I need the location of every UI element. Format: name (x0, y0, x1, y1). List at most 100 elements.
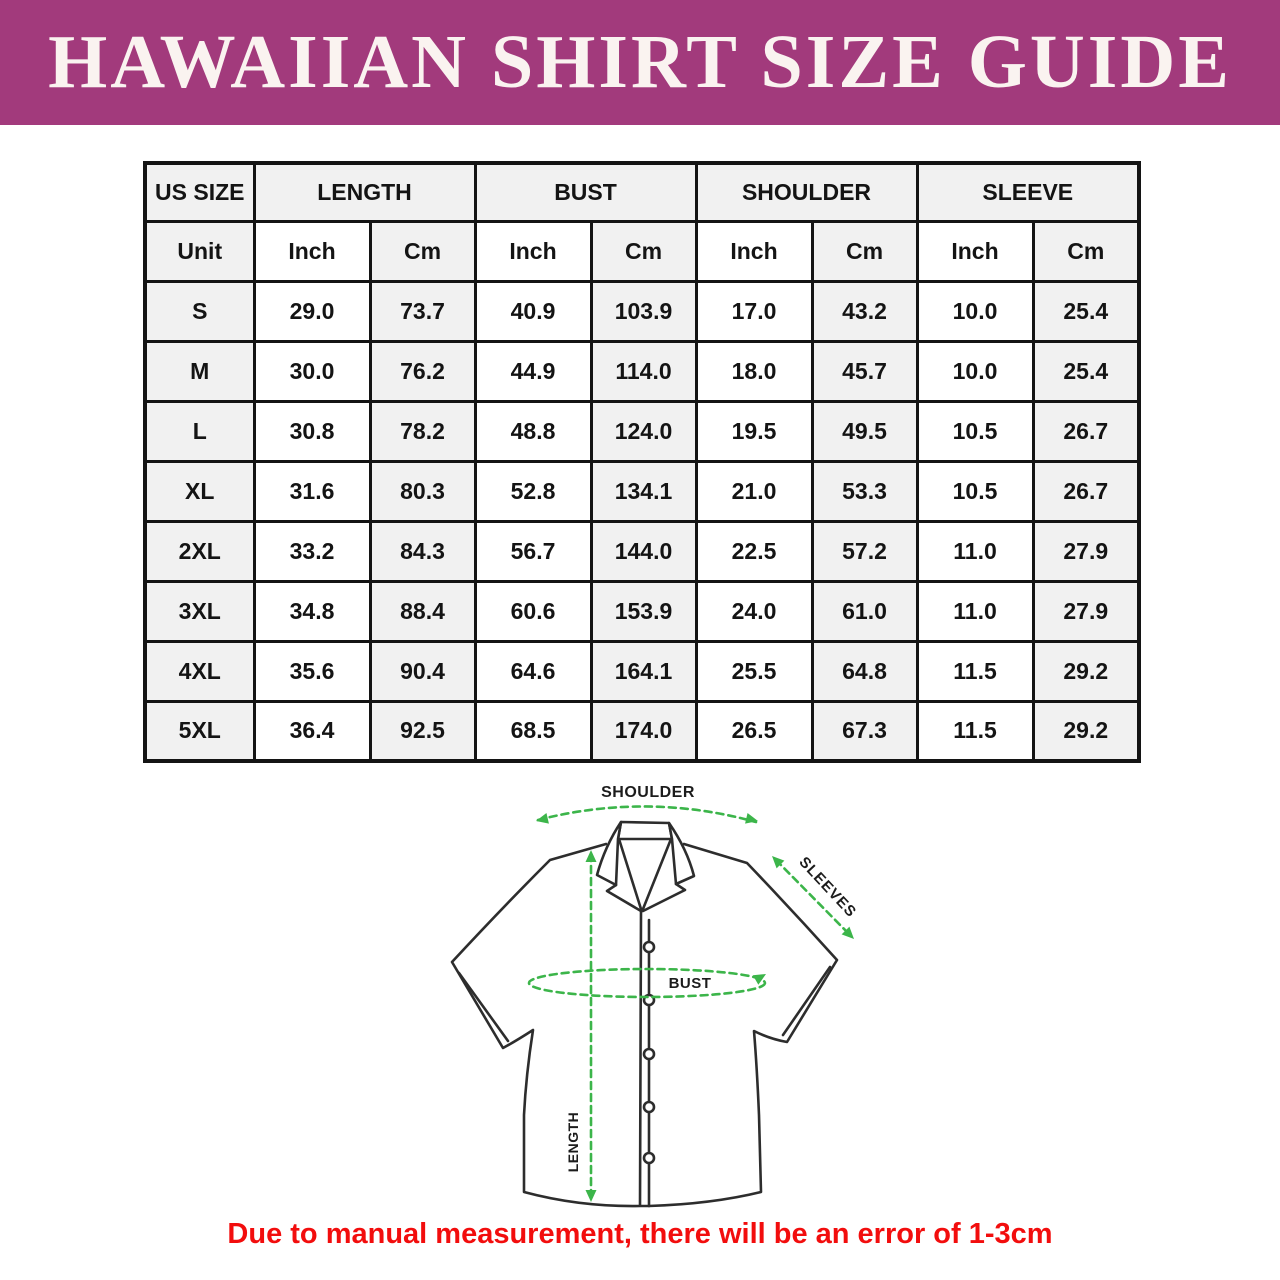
unit-cell: Cm (368, 219, 477, 283)
table-cell: 29.2 (1031, 639, 1141, 703)
size-table: US SIZE LENGTH BUST SHOULDER SLEEVE Unit… (143, 161, 1142, 763)
table-cell: 26.5 (694, 699, 814, 763)
table-cell: 25.4 (1031, 339, 1141, 403)
table-cell: 90.4 (368, 639, 477, 703)
size-cell: 3XL (143, 579, 256, 643)
bust-ellipse (527, 967, 767, 999)
measurement-arrows (527, 805, 854, 1202)
table-row: XL 31.6 80.3 52.8 134.1 21.0 53.3 10.5 2… (143, 459, 1141, 523)
arrowhead (745, 812, 758, 824)
table-cell: 30.8 (252, 399, 372, 463)
table-cell: 56.7 (473, 519, 593, 583)
table-cell: 10.5 (915, 399, 1035, 463)
table-row: M 30.0 76.2 44.9 114.0 18.0 45.7 10.0 25… (143, 339, 1141, 403)
table-row: 3XL 34.8 88.4 60.6 153.9 24.0 61.0 11.0 … (143, 579, 1141, 643)
table-cell: 52.8 (473, 459, 593, 523)
arrowhead (841, 926, 854, 939)
unit-label: Unit (143, 219, 256, 283)
table-cell: 31.6 (252, 459, 372, 523)
table-cell: 33.2 (252, 519, 372, 583)
table-cell: 60.6 (473, 579, 593, 643)
table-cell: 76.2 (368, 339, 477, 403)
table-row: 2XL 33.2 84.3 56.7 144.0 22.5 57.2 11.0 … (143, 519, 1141, 583)
table-cell: 124.0 (589, 399, 698, 463)
table-cell: 61.0 (810, 579, 919, 643)
button (642, 940, 656, 954)
size-table-container: US SIZE LENGTH BUST SHOULDER SLEEVE Unit… (143, 161, 1142, 763)
table-cell: 164.1 (589, 639, 698, 703)
table-cell: 78.2 (368, 399, 477, 463)
table-cell: 26.7 (1031, 399, 1141, 463)
unit-cell: Cm (1031, 219, 1141, 283)
arrowhead (772, 856, 785, 869)
column-header-length: LENGTH (252, 161, 477, 223)
placket-line (638, 909, 643, 1207)
size-cell: XL (143, 459, 256, 523)
table-cell: 34.8 (252, 579, 372, 643)
button (642, 1047, 656, 1061)
table-cell: 10.0 (915, 279, 1035, 343)
table-cell: 84.3 (368, 519, 477, 583)
table-cell: 64.6 (473, 639, 593, 703)
shoulder-arrow (536, 805, 758, 824)
table-row: S 29.0 73.7 40.9 103.9 17.0 43.2 10.0 25… (143, 279, 1141, 343)
shirt-outline (450, 820, 839, 1208)
table-cell: 88.4 (368, 579, 477, 643)
arrowhead (752, 974, 766, 985)
table-cell: 10.5 (915, 459, 1035, 523)
table-cell: 44.9 (473, 339, 593, 403)
table-cell: 18.0 (694, 339, 814, 403)
table-cell: 49.5 (810, 399, 919, 463)
table-cell: 53.3 (810, 459, 919, 523)
table-cell: 174.0 (589, 699, 698, 763)
page-title: HAWAIIAN SHIRT SIZE GUIDE (48, 20, 1232, 104)
table-cell: 30.0 (252, 339, 372, 403)
shirt-measurement-diagram: SHOULDER SLEEVES BUST LENGTH (450, 784, 860, 1208)
button (642, 1151, 656, 1165)
table-cell: 10.0 (915, 339, 1035, 403)
shoulder-label: SHOULDER (601, 784, 695, 801)
table-cell: 19.5 (694, 399, 814, 463)
column-header-us-size: US SIZE (143, 161, 256, 223)
table-cell: 29.2 (1031, 699, 1141, 763)
unit-cell: Cm (589, 219, 698, 283)
unit-cell: Inch (694, 219, 814, 283)
table-cell: 27.9 (1031, 579, 1141, 643)
table-cell: 43.2 (810, 279, 919, 343)
table-cell: 21.0 (694, 459, 814, 523)
size-cell: M (143, 339, 256, 403)
table-cell: 27.9 (1031, 519, 1141, 583)
column-header-sleeve: SLEEVE (915, 161, 1141, 223)
length-label: LENGTH (565, 1112, 581, 1173)
unit-cell: Inch (252, 219, 372, 283)
table-cell: 11.0 (915, 579, 1035, 643)
table-cell: 25.4 (1031, 279, 1141, 343)
table-cell: 67.3 (810, 699, 919, 763)
collar-band (616, 820, 674, 841)
table-cell: 68.5 (473, 699, 593, 763)
left-cuff-line (457, 971, 510, 1043)
size-cell: S (143, 279, 256, 343)
table-cell: 17.0 (694, 279, 814, 343)
table-cell: 36.4 (252, 699, 372, 763)
table-cell: 25.5 (694, 639, 814, 703)
size-cell: 5XL (143, 699, 256, 763)
table-cell: 92.5 (368, 699, 477, 763)
table-cell: 35.6 (252, 639, 372, 703)
collar-left (595, 820, 623, 887)
table-cell: 29.0 (252, 279, 372, 343)
table-cell: 103.9 (589, 279, 698, 343)
bust-label: BUST (669, 975, 712, 992)
unit-cell: Inch (915, 219, 1035, 283)
table-cell: 11.5 (915, 639, 1035, 703)
title-banner: HAWAIIAN SHIRT SIZE GUIDE (0, 0, 1280, 125)
unit-cell: Inch (473, 219, 593, 283)
size-cell: 2XL (143, 519, 256, 583)
size-cell: 4XL (143, 639, 256, 703)
table-cell: 73.7 (368, 279, 477, 343)
table-group-header-row: US SIZE LENGTH BUST SHOULDER SLEEVE (143, 161, 1141, 223)
table-cell: 80.3 (368, 459, 477, 523)
table-row: 4XL 35.6 90.4 64.6 164.1 25.5 64.8 11.5 … (143, 639, 1141, 703)
table-cell: 48.8 (473, 399, 593, 463)
button (642, 1100, 656, 1114)
